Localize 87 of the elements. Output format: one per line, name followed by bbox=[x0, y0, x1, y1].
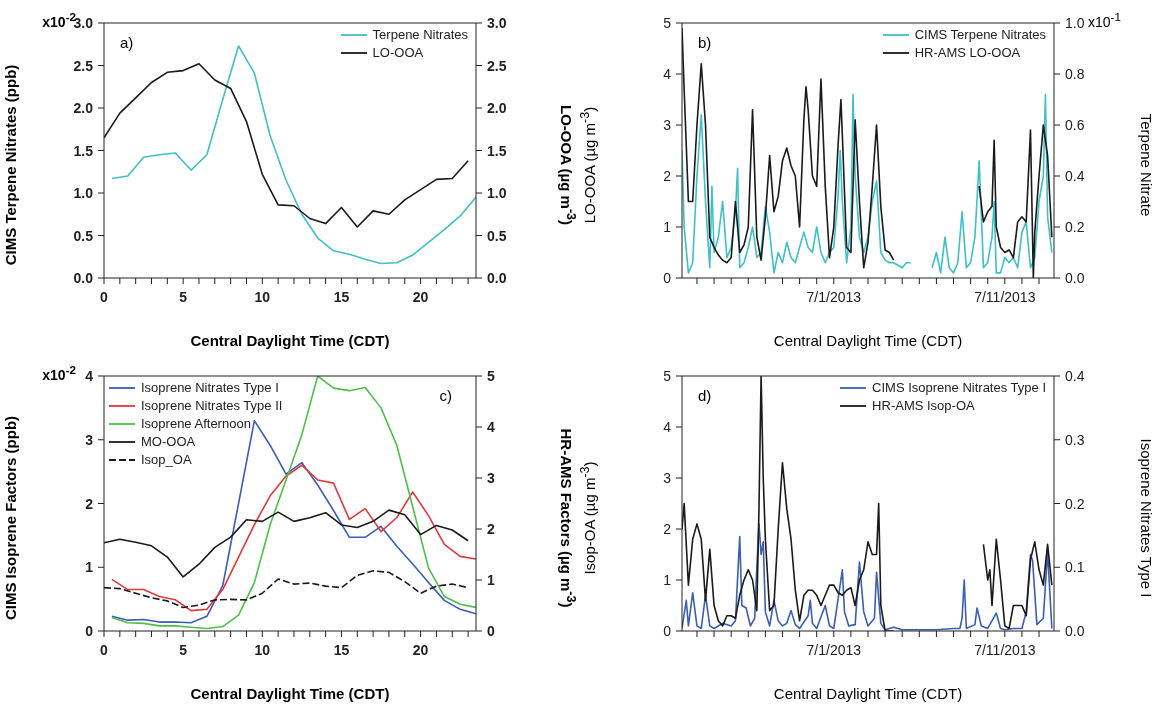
y2-tick-label: 0.8 bbox=[1065, 66, 1085, 82]
x-tick-label: 5 bbox=[179, 642, 188, 658]
x-tick-label: 7/11/2013 bbox=[974, 289, 1036, 305]
y2-tick-label: 0 bbox=[487, 623, 495, 639]
y2-tick-label: 0.5 bbox=[487, 227, 507, 244]
y-tick-label: 1.0 bbox=[73, 185, 94, 201]
y-tick-label: 0 bbox=[85, 623, 94, 639]
y2-tick-label: 5 bbox=[487, 368, 495, 384]
legend-label: LO-OOA bbox=[372, 44, 424, 62]
y-tick-label: 1.5 bbox=[73, 142, 94, 159]
y-tick-label: 3 bbox=[85, 431, 94, 448]
x-tick-label: 20 bbox=[412, 289, 429, 305]
legend-label: Terpene Nitrates bbox=[372, 26, 468, 44]
legend-label: Isoprene Afternoon bbox=[141, 415, 251, 433]
y-tick-label: 1 bbox=[85, 559, 94, 576]
legend-label: CIMS Isoprene Nitrates Type I bbox=[872, 379, 1046, 397]
y2-tick-label: 0.2 bbox=[1065, 219, 1085, 235]
legend-label: Isoprene Nitrates Type II bbox=[141, 397, 283, 415]
y2-tick-label: 1.0 bbox=[1065, 15, 1085, 31]
y-tick-label: 0.0 bbox=[73, 270, 94, 286]
y2-axis-title: Terpene Nitrate bbox=[1137, 113, 1155, 217]
legend-label: Isoprene Nitrates Type I bbox=[141, 379, 279, 397]
y2-tick-label: 2 bbox=[487, 521, 495, 537]
y-tick-label: 4 bbox=[663, 66, 672, 82]
y-tick-label: 5 bbox=[663, 368, 672, 384]
x-tick-label: 7/11/2013 bbox=[974, 642, 1036, 658]
y2-tick-label: 0.3 bbox=[1065, 431, 1085, 448]
y-tick-label: 2.0 bbox=[73, 100, 94, 116]
x-tick-label: 20 bbox=[412, 642, 429, 658]
x-axis-title: Central Daylight Time (CDT) bbox=[189, 332, 391, 349]
y2-tick-label: 2.5 bbox=[487, 57, 507, 74]
text: x10$^{-1}$ bbox=[1088, 10, 1121, 30]
y2-tick-label: 0.4 bbox=[1065, 168, 1085, 184]
y-tick-label: 1 bbox=[663, 572, 672, 588]
y-tick-label: 0.5 bbox=[73, 227, 94, 244]
y2-tick-label: 3.0 bbox=[487, 15, 507, 31]
y-axis-title: CIMS Terpene Nitrates (ppb) bbox=[1, 64, 19, 266]
y-tick-label: 5 bbox=[663, 15, 672, 31]
y2-tick-label: 1.0 bbox=[487, 185, 507, 201]
y2-tick-label: 3 bbox=[487, 470, 495, 486]
y2-tick-label: 0.0 bbox=[1065, 270, 1085, 286]
annotation: b) bbox=[698, 34, 712, 51]
x-tick-label: 7/1/2013 bbox=[806, 289, 862, 305]
line-series bbox=[111, 419, 476, 624]
x-tick-label: 15 bbox=[333, 289, 350, 305]
x-tick-label: 10 bbox=[254, 642, 271, 658]
x-tick-label: 15 bbox=[333, 642, 350, 658]
y-tick-label: 2 bbox=[85, 495, 94, 512]
y-tick-label: 1 bbox=[663, 219, 672, 235]
y-tick-label: 0 bbox=[663, 270, 672, 286]
y2-tick-label: 0.1 bbox=[1065, 559, 1085, 576]
legend-label: Isop_OA bbox=[141, 451, 192, 469]
annotation: d) bbox=[698, 387, 712, 404]
x-axis-title: Central Daylight Time (CDT) bbox=[772, 332, 964, 349]
y-tick-label: 4 bbox=[663, 419, 672, 435]
x-tick-label: 0 bbox=[100, 289, 109, 305]
y-tick-label: 2 bbox=[663, 168, 672, 184]
y2-tick-label: 0.0 bbox=[487, 270, 507, 286]
legend-label: HR-AMS Isop-OA bbox=[872, 397, 975, 415]
y2-tick-label: 0.4 bbox=[1065, 368, 1085, 384]
y-tick-label: 2 bbox=[663, 521, 672, 537]
y2-tick-label: 2.0 bbox=[487, 100, 507, 116]
y-tick-label: 2.5 bbox=[73, 57, 94, 74]
legend-label: CIMS Terpene Nitrates bbox=[914, 26, 1046, 44]
x-tick-label: 7/1/2013 bbox=[806, 642, 862, 658]
text: x10$^{-2}$ bbox=[42, 363, 76, 383]
y-tick-label: 0 bbox=[663, 623, 672, 639]
y2-tick-label: 1 bbox=[487, 572, 495, 588]
legend-label: HR-AMS LO-OOA bbox=[914, 44, 1021, 62]
y2-tick-label: 0.2 bbox=[1065, 495, 1085, 512]
y2-tick-label: 4 bbox=[487, 419, 495, 435]
y2-tick-label: 0.0 bbox=[1065, 623, 1085, 639]
y2-tick-label: 1.5 bbox=[487, 142, 507, 159]
y2-axis-title: Isoprene Nitrates Type I bbox=[1137, 438, 1155, 598]
x-axis-title: Central Daylight Time (CDT) bbox=[772, 685, 964, 702]
legend-label: MO-OOA bbox=[141, 433, 196, 451]
y-tick-label: 4 bbox=[85, 368, 94, 384]
annotation: c) bbox=[439, 387, 452, 404]
y-axis-title: CIMS Isoprene Factors (ppb) bbox=[1, 415, 19, 621]
y-tick-label: 3 bbox=[663, 470, 672, 486]
y2-tick-label: 0.6 bbox=[1065, 117, 1085, 133]
x-tick-label: 0 bbox=[100, 642, 109, 658]
x-tick-label: 5 bbox=[179, 289, 188, 305]
x-axis-title: Central Daylight Time (CDT) bbox=[189, 685, 391, 702]
annotation: a) bbox=[120, 34, 134, 51]
y-tick-label: 3 bbox=[663, 117, 672, 133]
x-tick-label: 10 bbox=[254, 289, 271, 305]
